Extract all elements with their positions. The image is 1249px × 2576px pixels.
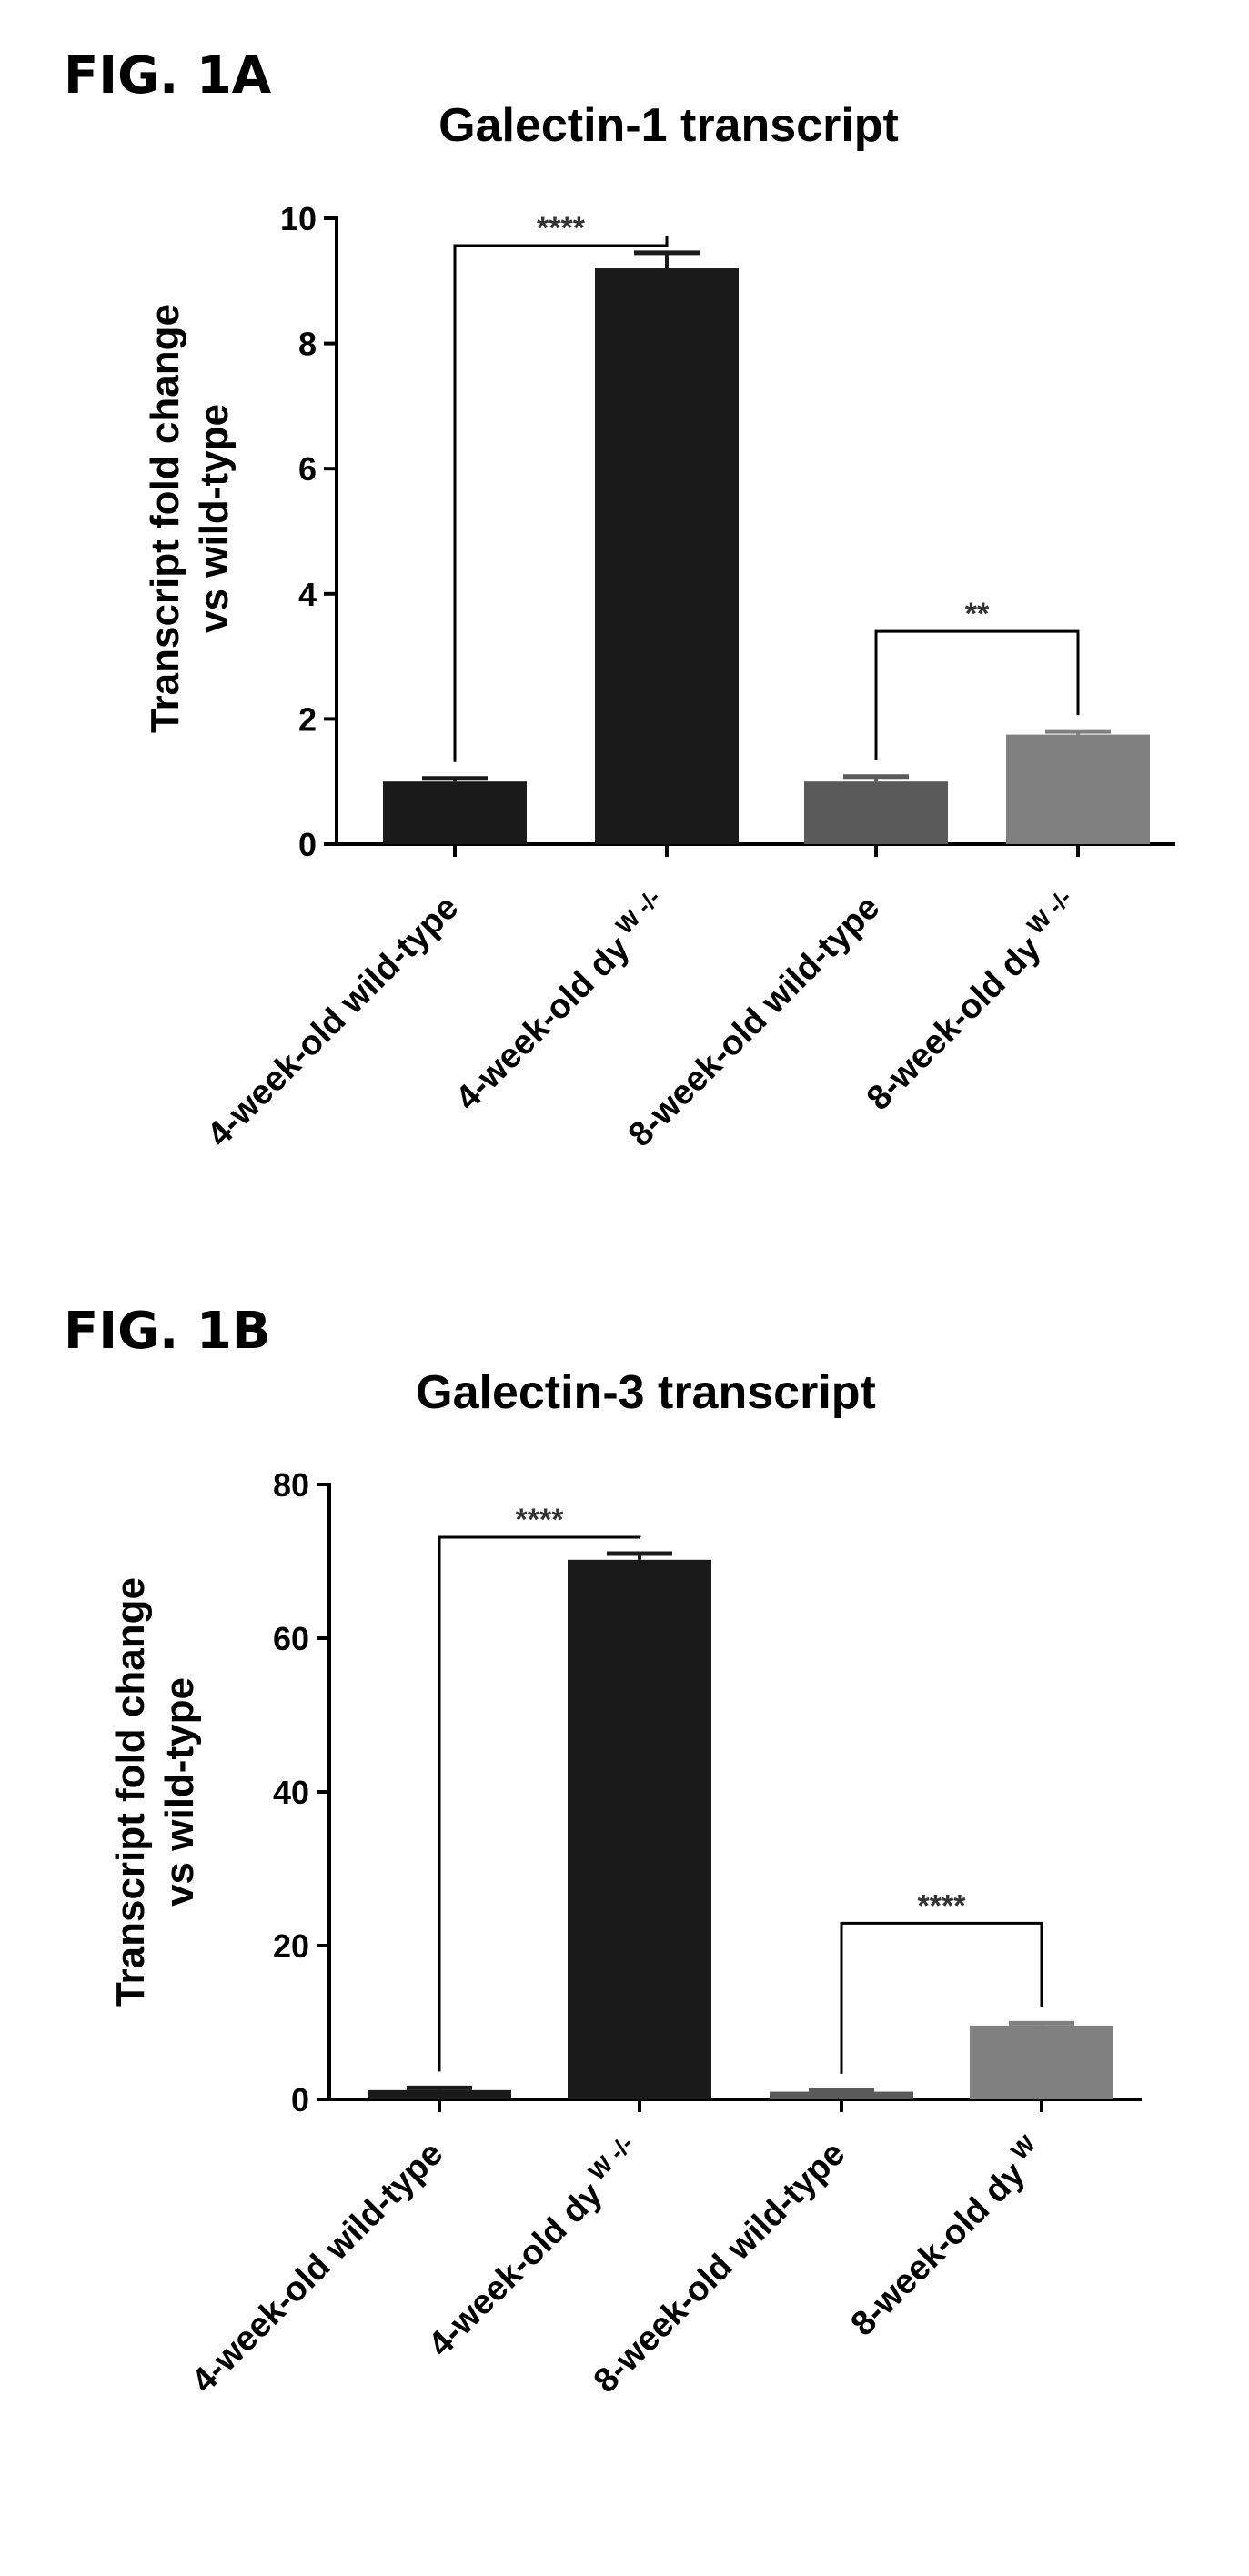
chart-title-1b: Galectin-3 transcript [416,1366,876,1419]
x-category-label-main: 4-week-old wild-type [200,889,466,1154]
plot-area-1b: 0 20 40 60 80 4-week-old wild-type4-week-old … [185,1466,1142,2400]
y-tick-label-1b: 40 [273,1774,309,1811]
x-category-label-superscript: W -/- [1017,884,1077,944]
x-category-label-main: 8-week-old wild-type [587,2135,852,2400]
y-axis-label-1b-line2: vs wild-type [157,1677,202,1907]
significance-label-1a-2: ** [965,597,990,631]
bar-1a-4 [1006,735,1150,844]
y-tick-label-1a: 10 [280,200,317,237]
bar-1a-1 [383,781,527,844]
x-category-label-main: 4-week-old dy [421,2176,609,2364]
x-category-label-1b-3: 8-week-old wild-type [587,2135,852,2400]
panel-1a: FIG. 1A Galectin-1 transcript Transcript… [64,46,1175,1154]
y-tick-label-1a: 0 [298,826,317,863]
fig-label-1b: FIG. 1B [64,1302,270,1361]
bar-1a-3 [804,781,948,844]
x-category-label-1a-3: 8-week-old wild-type [621,889,887,1154]
significance-label-1b-1: **** [516,1503,565,1537]
y-tick-label-1b: 0 [291,2081,309,2118]
y-tick-label-1b: 20 [273,1927,309,1965]
x-category-label-main: 8-week-old dy [860,930,1048,1118]
bar-1b-2 [568,1560,711,2099]
y-tick-label-1a: 6 [298,450,317,488]
x-category-label-1b-1: 4-week-old wild-type [185,2135,450,2400]
plot-area-1a: 0 2 4 6 8 10 4-week-old wild-type4-week-old dy… [200,200,1175,1154]
x-category-label-superscript: W -/- [579,2130,639,2190]
y-tick-label-1b: 80 [273,1466,309,1504]
x-category-label-main: 4-week-old dy [448,930,637,1118]
x-category-label-main: 8-week-old wild-type [621,889,887,1154]
bar-1a-2 [595,268,739,844]
panel-1b: FIG. 1B Galectin-3 transcript Transcript… [64,1302,1142,2400]
y-tick-label-1a: 8 [298,326,317,363]
x-category-label-1a-1: 4-week-old wild-type [200,889,466,1154]
x-category-label-superscript: W -/- [606,884,666,944]
bar-1b-3 [770,2092,913,2099]
y-axis-label-1a-line1: Transcript fold change [143,304,187,733]
y-axis-label-1a-line2: vs wild-type [192,404,237,633]
bar-1b-1 [368,2090,511,2099]
significance-label-1a-1: **** [537,211,586,246]
y-tick-label-1a: 4 [298,576,317,613]
x-category-label-main: 4-week-old wild-type [185,2135,450,2400]
x-category-label-1b-2: 4-week-old dy W -/- [417,2130,650,2364]
x-category-label-1b-4: 8-week-old dy W [840,2129,1053,2343]
fig-label-1a: FIG. 1A [64,46,272,106]
y-tick-label-1a: 2 [298,700,317,738]
bar-1b-4 [970,2026,1113,2099]
x-category-label-1a-2: 4-week-old dy W -/- [444,884,678,1118]
x-category-label-1a-4: 8-week-old dy W -/- [855,884,1089,1118]
y-axis-label-1b-line1: Transcript fold change [108,1577,153,2007]
significance-label-1b-2: **** [918,1888,967,1923]
x-category-label-main: 8-week-old dy [844,2155,1032,2343]
y-tick-label-1b: 60 [273,1620,309,1657]
chart-title-1a: Galectin-1 transcript [438,99,899,152]
